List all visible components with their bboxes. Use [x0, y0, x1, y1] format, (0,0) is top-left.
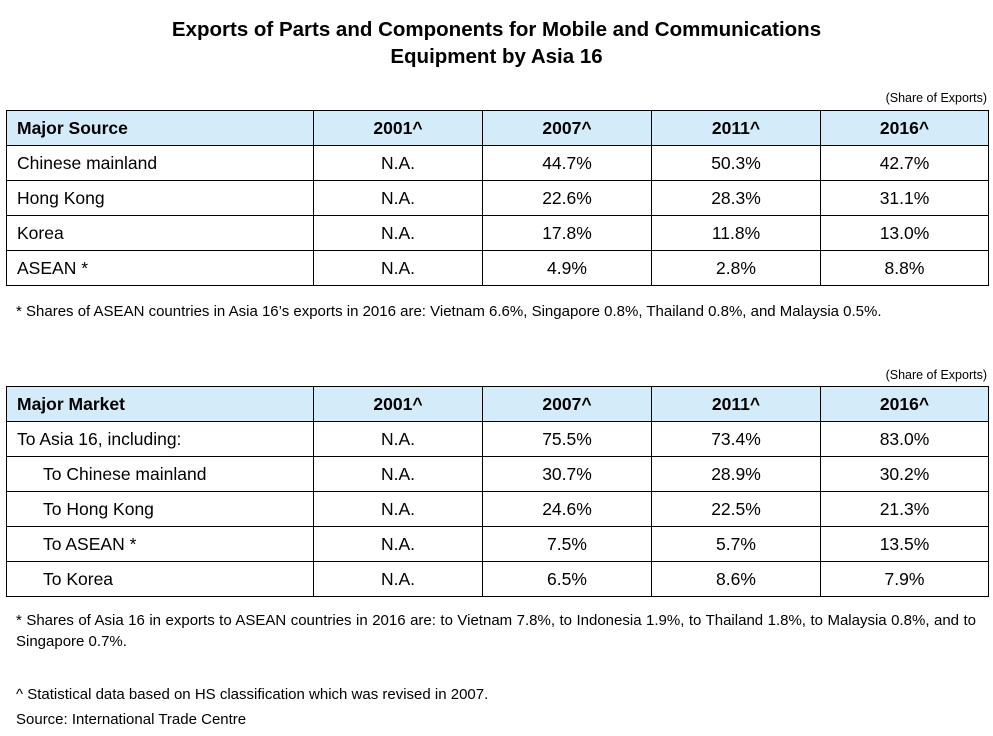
column-header: 2016^ — [820, 110, 989, 146]
column-header: 2007^ — [482, 110, 652, 146]
table-cell: N.A. — [313, 561, 483, 597]
row-label: To Asia 16, including: — [6, 421, 314, 457]
column-header: Major Market — [6, 386, 314, 422]
row-label: ASEAN * — [6, 250, 314, 286]
table-row: To Asia 16, including: N.A. 75.5% 73.4% … — [6, 421, 989, 457]
table-cell: N.A. — [313, 421, 483, 457]
table-cell: 11.8% — [651, 215, 821, 251]
table-header-row: Major Source 2001^ 2007^ 2011^ 2016^ — [6, 110, 989, 146]
source-credit: Source: International Trade Centre — [16, 711, 247, 728]
table-cell: N.A. — [313, 180, 483, 216]
table-cell: 24.6% — [482, 491, 652, 527]
column-header: 2011^ — [651, 386, 821, 422]
table-cell: N.A. — [313, 526, 483, 562]
table-cell: 6.5% — [482, 561, 652, 597]
row-label: Chinese mainland — [6, 145, 314, 181]
column-header: 2001^ — [313, 386, 483, 422]
table-cell: 7.5% — [482, 526, 652, 562]
column-header: 2007^ — [482, 386, 652, 422]
market-table: Major Market 2001^ 2007^ 2011^ 2016^ To … — [6, 386, 989, 597]
table-row: Korea N.A. 17.8% 11.8% 13.0% — [6, 215, 989, 251]
row-label: Korea — [6, 215, 314, 251]
table-cell: N.A. — [313, 250, 483, 286]
table-cell: 73.4% — [651, 421, 821, 457]
table-cell: 30.7% — [482, 456, 652, 492]
table-header-row: Major Market 2001^ 2007^ 2011^ 2016^ — [6, 386, 989, 422]
table-cell: 31.1% — [820, 180, 989, 216]
table-cell: 8.6% — [651, 561, 821, 597]
table-row: To ASEAN * N.A. 7.5% 5.7% 13.5% — [6, 526, 989, 562]
table-cell: 44.7% — [482, 145, 652, 181]
table-cell: 22.6% — [482, 180, 652, 216]
source-table-note: * Shares of ASEAN countries in Asia 16’s… — [16, 303, 882, 320]
table-cell: N.A. — [313, 456, 483, 492]
table-cell: 30.2% — [820, 456, 989, 492]
table-row: Hong Kong N.A. 22.6% 28.3% 31.1% — [6, 180, 989, 216]
table-cell: N.A. — [313, 491, 483, 527]
table-cell: N.A. — [313, 145, 483, 181]
table-cell: 28.9% — [651, 456, 821, 492]
table-cell: 17.8% — [482, 215, 652, 251]
column-header: 2011^ — [651, 110, 821, 146]
table-cell: N.A. — [313, 215, 483, 251]
table-cell: 7.9% — [820, 561, 989, 597]
table-cell: 75.5% — [482, 421, 652, 457]
unit-label-source: (Share of Exports) — [885, 91, 987, 105]
unit-label-market: (Share of Exports) — [885, 368, 987, 382]
table-cell: 83.0% — [820, 421, 989, 457]
table-row: To Hong Kong N.A. 24.6% 22.5% 21.3% — [6, 491, 989, 527]
table-cell: 4.9% — [482, 250, 652, 286]
table-cell: 42.7% — [820, 145, 989, 181]
table-cell: 2.8% — [651, 250, 821, 286]
table-cell: 13.5% — [820, 526, 989, 562]
title-line-1: Exports of Parts and Components for Mobi… — [171, 18, 822, 41]
row-label: Hong Kong — [6, 180, 314, 216]
table-cell: 8.8% — [820, 250, 989, 286]
table-cell: 22.5% — [651, 491, 821, 527]
table-row: To Korea N.A. 6.5% 8.6% 7.9% — [6, 561, 989, 597]
table-cell: 13.0% — [820, 215, 989, 251]
table-cell: 21.3% — [820, 491, 989, 527]
table-cell: 28.3% — [651, 180, 821, 216]
row-label: To Hong Kong — [6, 491, 314, 527]
row-label: To Chinese mainland — [6, 456, 314, 492]
row-label: To Korea — [6, 561, 314, 597]
table-row: Chinese mainland N.A. 44.7% 50.3% 42.7% — [6, 145, 989, 181]
table-cell: 50.3% — [651, 145, 821, 181]
footnote: ^ Statistical data based on HS classific… — [16, 686, 489, 703]
page-title: Exports of Parts and Components for Mobi… — [0, 16, 993, 70]
column-header: Major Source — [6, 110, 314, 146]
market-table-note: * Shares of Asia 16 in exports to ASEAN … — [16, 612, 976, 650]
row-label: To ASEAN * — [6, 526, 314, 562]
table-cell: 5.7% — [651, 526, 821, 562]
source-table: Major Source 2001^ 2007^ 2011^ 2016^ Chi… — [6, 110, 989, 286]
title-line-2: Equipment by Asia 16 — [390, 45, 603, 68]
column-header: 2001^ — [313, 110, 483, 146]
table-row: To Chinese mainland N.A. 30.7% 28.9% 30.… — [6, 456, 989, 492]
column-header: 2016^ — [820, 386, 989, 422]
table-row: ASEAN * N.A. 4.9% 2.8% 8.8% — [6, 250, 989, 286]
